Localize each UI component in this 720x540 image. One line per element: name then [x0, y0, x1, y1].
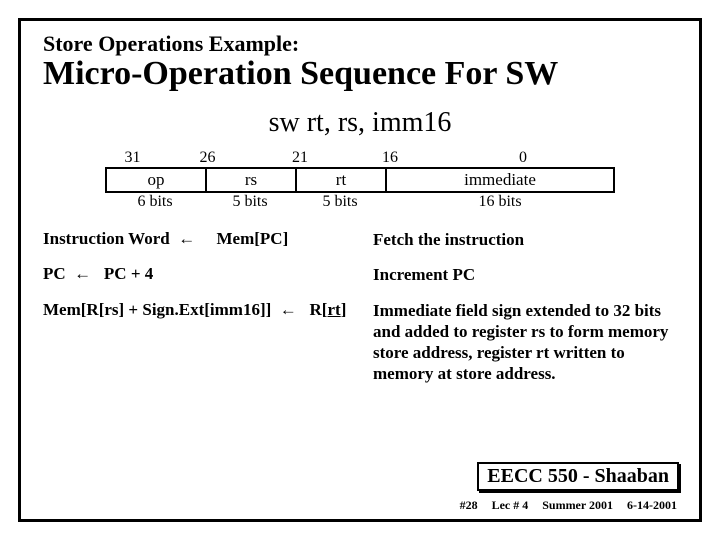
bit-26: 26: [160, 149, 255, 167]
footer-term: Summer 2001: [542, 498, 613, 513]
op-row-incpc: PC ← PC + 4 Increment PC: [43, 264, 677, 285]
bit-16: 16: [345, 149, 435, 167]
op-fetch-expr: Instruction Word ← Mem[PC]: [43, 229, 373, 250]
slide-title: Micro-Operation Sequence For SW: [43, 55, 677, 93]
width-op: 6 bits: [105, 193, 205, 211]
op-incpc-desc: Increment PC: [373, 264, 677, 285]
bit-numbers-row: 31 26 21 16 0: [105, 149, 615, 167]
field-rs: rs: [206, 168, 296, 192]
width-imm: 16 bits: [385, 193, 615, 211]
course-footer-box: EECC 550 - Shaaban: [477, 462, 679, 491]
op-row-fetch: Instruction Word ← Mem[PC] Fetch the ins…: [43, 229, 677, 250]
instruction-format: 31 26 21 16 0 op rs rt immediate 6 bits …: [105, 149, 615, 211]
field-imm: immediate: [386, 168, 614, 192]
bit-21: 21: [255, 149, 345, 167]
footer-page: #28: [460, 498, 478, 513]
bit-31: 31: [105, 149, 160, 167]
op-incpc-expr: PC ← PC + 4: [43, 264, 373, 285]
field-rt: rt: [296, 168, 386, 192]
bit-0: 0: [435, 149, 615, 167]
field-widths-row: 6 bits 5 bits 5 bits 16 bits: [105, 193, 615, 211]
op-store-desc: Immediate field sign extended to 32 bits…: [373, 300, 677, 385]
format-table: op rs rt immediate: [105, 167, 615, 193]
micro-operations: Instruction Word ← Mem[PC] Fetch the ins…: [43, 229, 677, 385]
op-store-expr: Mem[R[rs] + Sign.Ext[imm16]] ← R[rt]: [43, 300, 373, 385]
footer-lec: Lec # 4: [492, 498, 529, 513]
width-rs: 5 bits: [205, 193, 295, 211]
field-op: op: [106, 168, 206, 192]
slide-frame: Store Operations Example: Micro-Operatio…: [18, 18, 702, 522]
width-rt: 5 bits: [295, 193, 385, 211]
slide-subtitle: Store Operations Example:: [43, 31, 677, 57]
assembly-syntax: sw rt, rs, imm16: [43, 107, 677, 139]
footer-meta: #28 Lec # 4 Summer 2001 6-14-2001: [460, 498, 677, 513]
op-fetch-desc: Fetch the instruction: [373, 229, 677, 250]
op-row-store: Mem[R[rs] + Sign.Ext[imm16]] ← R[rt] Imm…: [43, 300, 677, 385]
footer-date: 6-14-2001: [627, 498, 677, 513]
